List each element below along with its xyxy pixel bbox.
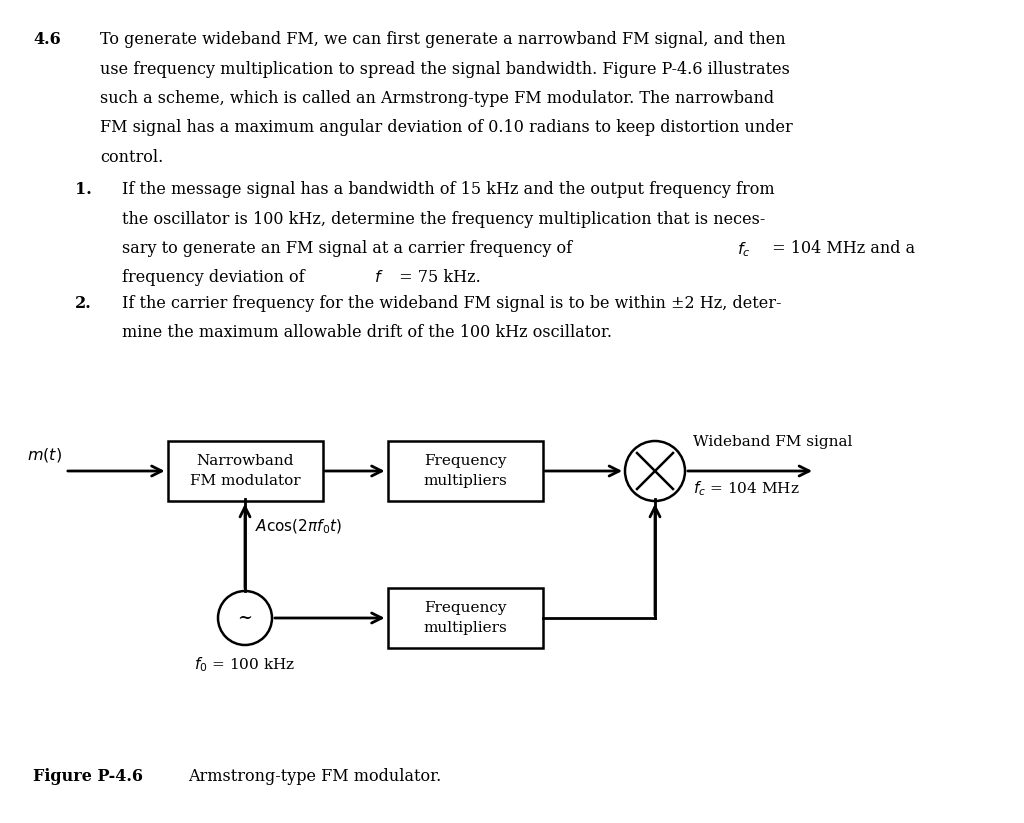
Text: If the message signal has a bandwidth of 15 kHz and the output frequency from: If the message signal has a bandwidth of… — [122, 181, 774, 198]
Text: Frequency
multipliers: Frequency multipliers — [423, 602, 507, 635]
Text: 4.6: 4.6 — [33, 31, 60, 48]
Text: use frequency multiplication to spread the signal bandwidth. Figure P-4.6 illust: use frequency multiplication to spread t… — [100, 61, 790, 77]
Text: sary to generate an FM signal at a carrier frequency of: sary to generate an FM signal at a carri… — [122, 240, 578, 257]
Text: ~: ~ — [238, 609, 253, 627]
Text: To generate wideband FM, we can first generate a narrowband FM signal, and then: To generate wideband FM, we can first ge… — [100, 31, 785, 48]
Text: = 75 kHz.: = 75 kHz. — [394, 269, 480, 286]
Text: Narrowband
FM modulator: Narrowband FM modulator — [189, 454, 300, 488]
Text: $f$: $f$ — [374, 269, 384, 286]
Text: mine the maximum allowable drift of the 100 kHz oscillator.: mine the maximum allowable drift of the … — [122, 324, 612, 342]
Text: Armstrong-type FM modulator.: Armstrong-type FM modulator. — [188, 768, 441, 785]
Text: such a scheme, which is called an Armstrong-type FM modulator. The narrowband: such a scheme, which is called an Armstr… — [100, 90, 774, 107]
Text: = 104 MHz and a: = 104 MHz and a — [767, 240, 915, 257]
Bar — [168, 441, 323, 501]
Text: 2.: 2. — [75, 295, 92, 312]
Text: If the carrier frequency for the wideband FM signal is to be within ±2 Hz, deter: If the carrier frequency for the wideban… — [122, 295, 781, 312]
Text: the oscillator is 100 kHz, determine the frequency multiplication that is neces-: the oscillator is 100 kHz, determine the… — [122, 211, 765, 227]
Text: Frequency
multipliers: Frequency multipliers — [423, 454, 507, 488]
Text: $A\cos(2\pi f_0 t)$: $A\cos(2\pi f_0 t)$ — [255, 518, 342, 536]
Text: FM signal has a maximum angular deviation of 0.10 radians to keep distortion und: FM signal has a maximum angular deviatio… — [100, 119, 793, 137]
Bar — [387, 441, 543, 501]
Text: $f_0$ = 100 kHz: $f_0$ = 100 kHz — [195, 655, 296, 674]
Text: control.: control. — [100, 149, 163, 166]
Text: $f_c$ = 104 MHz: $f_c$ = 104 MHz — [693, 479, 800, 498]
Bar — [387, 588, 543, 648]
Text: 1.: 1. — [75, 181, 92, 198]
Text: $m(t)$: $m(t)$ — [27, 446, 62, 464]
Text: Figure P-4.6: Figure P-4.6 — [33, 768, 143, 785]
Text: $f_c$: $f_c$ — [737, 240, 751, 258]
Text: frequency deviation of: frequency deviation of — [122, 269, 309, 286]
Text: Wideband FM signal: Wideband FM signal — [693, 435, 852, 449]
